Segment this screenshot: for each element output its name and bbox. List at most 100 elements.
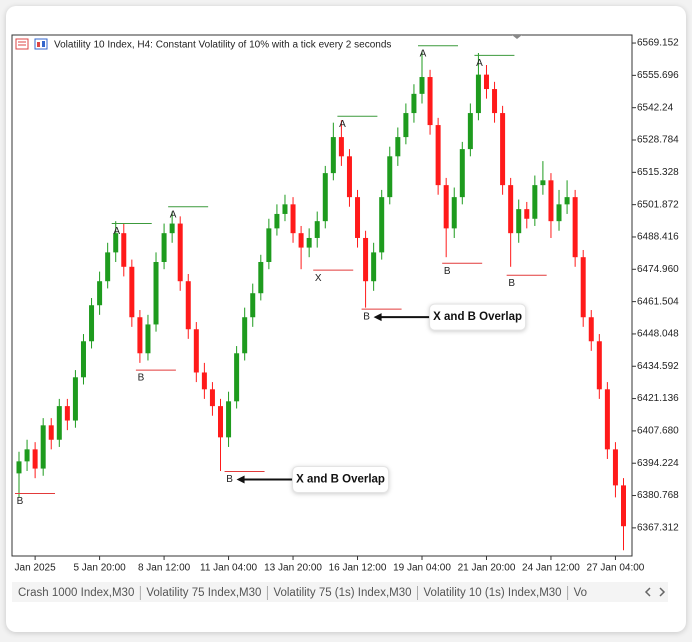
candle-body [24, 449, 30, 462]
callout-text: X and B Overlap [433, 311, 522, 323]
marker-label: B [508, 278, 515, 289]
candle-body [169, 223, 175, 234]
icon [34, 38, 48, 50]
title-icons [15, 38, 48, 50]
y-tick-label: 6542.24 [637, 102, 674, 113]
candle-body [387, 156, 393, 198]
y-tick-label: 6528.784 [637, 135, 679, 146]
chart-title: Volatility 10 Index, H4: Constant Volati… [54, 40, 391, 51]
candle-body [338, 137, 344, 157]
marker-label: A [113, 226, 120, 237]
candle-body [153, 261, 159, 325]
tab[interactable]: Volatility 10 (1s) Index,M30 [424, 587, 562, 599]
tab[interactable]: Volatility 75 Index,M30 [146, 587, 261, 599]
candle-body [572, 197, 578, 258]
candle-body [306, 237, 312, 248]
candle-body [48, 425, 54, 440]
marker-label: B [444, 266, 451, 277]
callout-arrowhead [236, 475, 245, 484]
x-tick-label: 24 Jan 12:00 [522, 563, 580, 574]
y-tick-label: 6394.224 [637, 458, 679, 469]
candle-body [185, 281, 191, 330]
marker-label: A [420, 48, 427, 59]
candle-body [145, 324, 151, 354]
callout-box [429, 303, 527, 331]
candle-body [621, 485, 626, 527]
y-tick-label: 6488.416 [637, 232, 679, 243]
candle-body [346, 156, 352, 198]
y-tick-label: 6555.696 [637, 70, 679, 81]
x-tick-label: 13 Jan 20:00 [264, 563, 322, 574]
icon-bar [42, 41, 45, 47]
y-tick-label: 6367.312 [637, 523, 679, 534]
candle-body [80, 341, 86, 378]
callout-arrowhead [373, 313, 382, 322]
tab[interactable]: Volatility 75 (1s) Index,M30 [273, 587, 411, 599]
candle-body [379, 197, 385, 253]
candle-body [443, 185, 449, 229]
candle-body [330, 137, 336, 174]
callout-box [292, 465, 390, 493]
y-tick-label: 6501.872 [637, 199, 679, 210]
candle-body [72, 377, 78, 421]
candle-body [97, 281, 103, 306]
candle-body [492, 89, 498, 114]
marker-label: B [138, 373, 145, 384]
candle-body [290, 204, 296, 234]
x-tick-label: 21 Jan 20:00 [458, 563, 516, 574]
candle-body [419, 77, 425, 94]
y-tick-label: 6461.504 [637, 296, 679, 307]
marker-label: A [476, 58, 483, 69]
y-tick-label: 6380.768 [637, 490, 679, 501]
marker-label: A [339, 119, 346, 130]
candle-body [596, 341, 602, 390]
candle-body [588, 317, 594, 342]
candle-body [435, 125, 441, 186]
candle-body [234, 353, 240, 402]
candle-body [532, 185, 538, 219]
candle-body [580, 257, 586, 318]
candle-body [322, 173, 328, 222]
candle-body [105, 252, 111, 282]
candle-body [161, 233, 167, 262]
icon [15, 38, 29, 50]
candle-body [209, 389, 215, 407]
candle-body [564, 197, 570, 205]
candle-body [483, 74, 489, 90]
y-tick-label: 6421.136 [637, 393, 679, 404]
candle-body [129, 266, 135, 318]
marker-label: B [17, 496, 24, 507]
x-tick-label: Jan 2025 [15, 563, 57, 574]
candle-body [56, 406, 62, 440]
candle-body [16, 461, 22, 474]
candle-body [411, 93, 417, 114]
candle-body [395, 137, 401, 157]
y-tick-label: 6474.960 [637, 264, 679, 275]
candle-body [113, 233, 119, 253]
candle-body [274, 213, 280, 229]
candle-body [459, 149, 465, 198]
candle-body [89, 305, 95, 342]
candle-body [556, 204, 562, 222]
candle-body [298, 233, 304, 248]
tab[interactable]: Vo [574, 587, 587, 599]
x-tick-label: 11 Jan 04:00 [200, 563, 258, 574]
tab-bar [12, 582, 668, 602]
candle-body [540, 180, 546, 186]
candle-body [363, 237, 369, 282]
candle-body [121, 233, 127, 267]
x-tick-label: 27 Jan 04:00 [587, 563, 645, 574]
y-tick-label: 6448.048 [637, 329, 679, 340]
candle-body [314, 221, 320, 238]
marker-label: B [226, 474, 233, 485]
candle-body [193, 329, 199, 373]
candle-body [451, 197, 457, 229]
tab-scroll[interactable] [644, 587, 666, 597]
x-tick-label: 19 Jan 04:00 [393, 563, 451, 574]
candle-body [177, 223, 183, 282]
tab[interactable]: Crash 1000 Index,M30 [18, 587, 134, 599]
candle-body [218, 406, 223, 438]
candle-body [266, 228, 272, 262]
